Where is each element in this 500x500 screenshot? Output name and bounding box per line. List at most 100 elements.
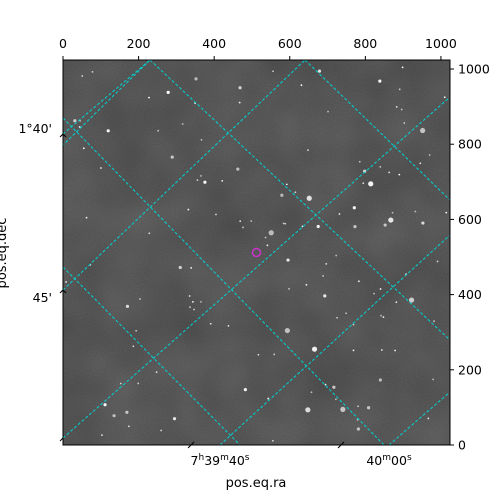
star: [316, 224, 320, 229]
star: [388, 171, 391, 174]
star: [285, 183, 288, 186]
star: [200, 301, 202, 303]
ra-grid-line: [63, 266, 241, 445]
star: [170, 155, 174, 159]
star: [357, 405, 359, 408]
star: [160, 429, 163, 432]
star: [325, 262, 328, 265]
star: [157, 129, 160, 132]
star: [427, 417, 430, 420]
ra-grid-line: [149, 60, 450, 341]
star: [432, 378, 434, 381]
top-tick-label: 600: [278, 36, 302, 51]
star: [398, 173, 401, 176]
star: [340, 406, 346, 412]
star: [191, 300, 194, 303]
star: [187, 208, 190, 211]
star: [73, 119, 77, 123]
star: [358, 160, 361, 163]
star: [264, 236, 267, 239]
stars: [65, 66, 448, 442]
top-tick-label: 800: [353, 36, 377, 51]
star: [243, 388, 247, 392]
star: [125, 304, 130, 308]
star: [85, 216, 88, 219]
star: [391, 211, 394, 214]
dec-tick-label: 45': [33, 290, 52, 305]
star: [356, 418, 359, 421]
star: [272, 70, 274, 73]
star: [190, 266, 193, 269]
star: [132, 345, 135, 348]
star: [200, 175, 202, 177]
star: [408, 297, 415, 303]
dec-grid-line: [63, 96, 450, 439]
right-tick-label: 800: [458, 137, 482, 152]
y-axis-title: pos.eq.dec: [0, 218, 10, 289]
ra-tick-label: 40m00s: [366, 453, 412, 468]
star: [414, 210, 417, 213]
star: [428, 154, 431, 156]
star: [305, 283, 308, 286]
star: [382, 316, 385, 318]
star: [362, 182, 365, 185]
star: [356, 427, 361, 431]
star: [91, 70, 94, 73]
star: [419, 162, 422, 165]
star: [239, 220, 242, 223]
star: [380, 314, 382, 317]
star: [310, 391, 313, 394]
star: [81, 75, 84, 77]
star: [284, 222, 287, 225]
star: [284, 327, 290, 334]
star: [286, 258, 290, 262]
star: [373, 292, 375, 295]
star: [383, 223, 387, 227]
star: [352, 349, 355, 352]
star: [353, 225, 357, 229]
dec-grid-line: [219, 234, 450, 445]
star: [345, 312, 348, 315]
star: [433, 320, 435, 323]
star: [324, 383, 327, 386]
star: [238, 101, 241, 104]
star: [273, 353, 276, 356]
star: [280, 193, 284, 197]
star: [306, 195, 312, 201]
star: [332, 385, 336, 389]
star: [388, 217, 394, 223]
ra-grid-line: [63, 117, 385, 445]
star: [338, 213, 341, 215]
star: [112, 414, 116, 418]
star: [155, 371, 158, 374]
target-marker: [251, 247, 262, 258]
star: [335, 254, 338, 257]
star: [401, 66, 404, 69]
star: [203, 180, 207, 184]
star: [242, 226, 244, 229]
star: [271, 439, 274, 442]
star: [327, 110, 329, 113]
star: [288, 287, 290, 290]
star: [103, 403, 107, 407]
star: [357, 280, 360, 283]
right-tick-label: 0: [458, 438, 466, 453]
star: [400, 108, 403, 111]
star: [82, 147, 85, 150]
right-tick-label: 400: [458, 287, 482, 302]
star: [250, 220, 253, 222]
star: [294, 191, 297, 194]
dec-grid-line: [63, 60, 306, 291]
coordinate-grid: [63, 60, 450, 445]
star: [394, 349, 397, 352]
star: [200, 138, 203, 141]
x-axis-title: pos.eq.ra: [226, 476, 287, 491]
star: [139, 298, 141, 300]
right-tick-label: 600: [458, 212, 482, 227]
star: [300, 84, 303, 87]
star: [106, 129, 110, 133]
star: [209, 322, 212, 325]
star: [266, 244, 269, 247]
right-pixel-axis: 0 200 400 600 800 1000: [450, 62, 490, 453]
